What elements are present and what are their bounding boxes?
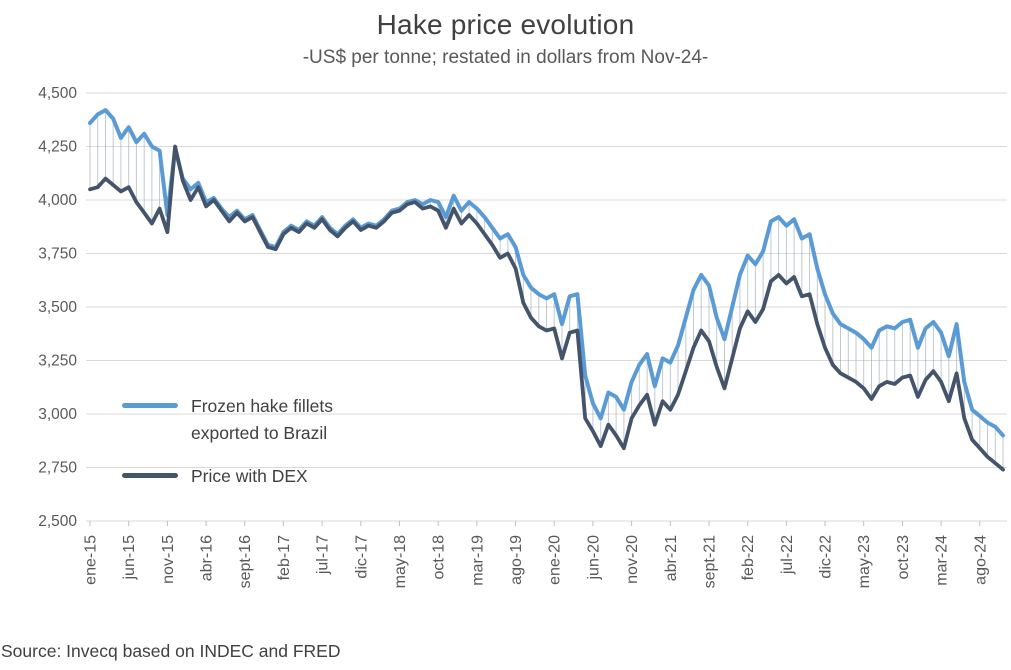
svg-text:dic-17: dic-17 <box>353 535 370 579</box>
legend: Frozen hake fillets exported to Brazil P… <box>122 393 383 490</box>
svg-text:may-18: may-18 <box>392 535 409 588</box>
series-price-dex-line <box>88 144 1005 472</box>
svg-text:dic-22: dic-22 <box>818 535 835 579</box>
legend-label-frozen-hake: Frozen hake fillets exported to Brazil <box>191 396 334 444</box>
svg-text:sept-21: sept-21 <box>702 535 719 588</box>
svg-text:abr-21: abr-21 <box>663 535 680 581</box>
legend-item-frozen-hake: Frozen hake fillets exported to Brazil <box>122 393 383 447</box>
svg-text:ago-24: ago-24 <box>972 535 989 585</box>
svg-text:3,250: 3,250 <box>38 353 77 370</box>
legend-item-price-dex: Price with DEX <box>122 463 383 490</box>
svg-text:may-23: may-23 <box>856 535 873 588</box>
svg-text:2,500: 2,500 <box>38 513 77 530</box>
legend-label-price-dex: Price with DEX <box>191 466 308 487</box>
svg-text:ago-19: ago-19 <box>508 535 525 585</box>
svg-text:4,500: 4,500 <box>38 85 77 102</box>
source-caption: Source: Invecq based on INDEC and FRED <box>1 641 341 661</box>
y-gridlines: 2,500 2,750 3,000 3,250 3,500 3,750 4,000 4,250… <box>38 85 1007 530</box>
svg-text:ene-20: ene-20 <box>547 535 564 585</box>
svg-text:3,500: 3,500 <box>38 299 77 316</box>
svg-text:2,750: 2,750 <box>38 460 77 477</box>
svg-text:oct-23: oct-23 <box>895 535 912 580</box>
legend-swatch-frozen-hake <box>122 403 178 408</box>
svg-text:3,750: 3,750 <box>38 246 77 263</box>
chart-title: Hake price evolution <box>376 9 635 40</box>
svg-text:3,000: 3,000 <box>38 406 77 423</box>
svg-text:nov-20: nov-20 <box>624 535 641 584</box>
svg-text:mar-19: mar-19 <box>469 535 486 586</box>
x-axis-labels: ene-15 jun-15 nov-15 abr-16 sept-16 feb-17 jul… <box>83 521 989 588</box>
svg-text:feb-22: feb-22 <box>740 535 757 580</box>
svg-text:nov-15: nov-15 <box>160 535 177 584</box>
svg-text:jul-17: jul-17 <box>315 535 332 575</box>
svg-text:sept-16: sept-16 <box>237 535 254 588</box>
svg-text:4,250: 4,250 <box>38 139 77 156</box>
svg-text:jul-22: jul-22 <box>779 535 796 575</box>
svg-text:jun-15: jun-15 <box>121 535 138 581</box>
svg-text:mar-24: mar-24 <box>934 535 951 586</box>
legend-swatch-price-dex <box>122 473 178 479</box>
chart-subtitle: -US$ per tonne; restated in dollars from… <box>302 47 709 68</box>
svg-text:abr-16: abr-16 <box>199 535 216 581</box>
svg-text:oct-18: oct-18 <box>431 535 448 580</box>
svg-text:ene-15: ene-15 <box>83 535 100 585</box>
svg-text:jun-20: jun-20 <box>585 535 602 581</box>
svg-text:4,000: 4,000 <box>38 192 77 209</box>
series-frozen-hake-line <box>88 108 1005 438</box>
svg-text:feb-17: feb-17 <box>276 535 293 580</box>
